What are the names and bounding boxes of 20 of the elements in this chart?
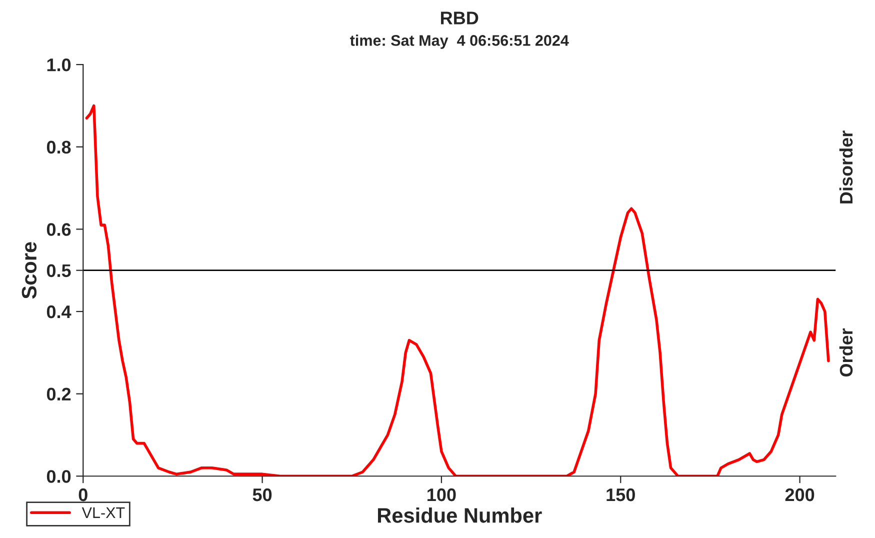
text: Order — [839, 328, 853, 376]
x-tick-label: 50 — [252, 488, 272, 502]
chart-subtitle: time: Sat May 4 06:56:51 2024 — [350, 34, 569, 49]
y-tick-label: 0.5 — [46, 264, 71, 278]
x-tick-label: 100 — [428, 488, 456, 502]
x-tick-label: 200 — [785, 488, 814, 502]
legend-label: VL-XT — [82, 507, 125, 518]
y-axis-title: Score — [22, 242, 37, 299]
x-tick-label: 150 — [606, 488, 635, 502]
y-tick-label: 0.6 — [46, 223, 71, 236]
x-tick-label: 0 — [78, 488, 88, 502]
y-tick-label: 0.4 — [46, 305, 72, 318]
y-tick-label: 1.0 — [47, 58, 71, 72]
y-tick-label: 0.0 — [46, 470, 71, 483]
y-tick-label: 0.2 — [46, 388, 71, 401]
line-series — [85, 104, 830, 476]
text: Disorder — [839, 130, 853, 204]
chart-title: RBD — [441, 12, 478, 24]
y-tick-label: 0.8 — [46, 140, 71, 154]
x-axis-title: Residue Number — [378, 508, 542, 523]
